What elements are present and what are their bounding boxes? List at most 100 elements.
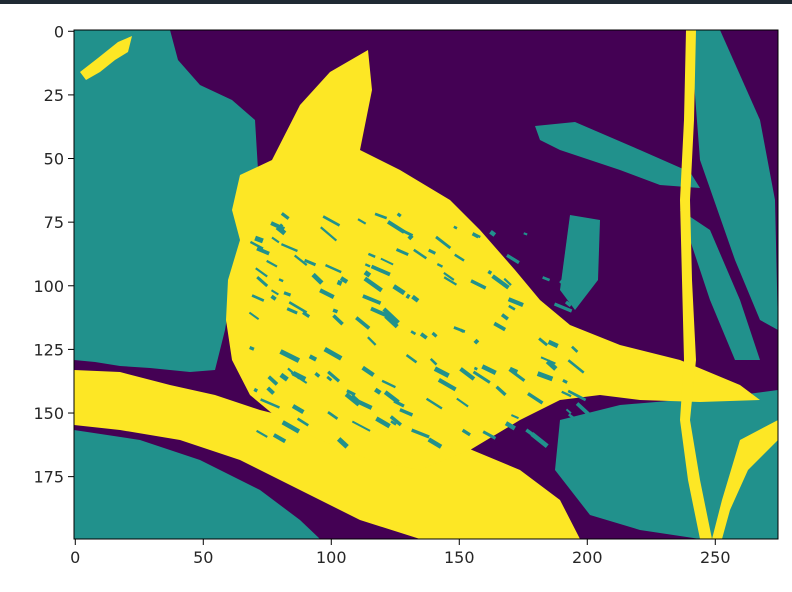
feather-speckle: [346, 389, 356, 397]
feather-speckle: [567, 389, 587, 402]
feather-speckle: [456, 397, 469, 408]
feather-speckle: [266, 386, 275, 395]
feather-speckle: [493, 321, 507, 332]
feather-speckle: [251, 294, 265, 302]
feather-speckle: [375, 416, 391, 429]
feather-speckle: [453, 225, 458, 230]
y-tick-label: 50: [44, 150, 64, 169]
feather-speckle: [392, 284, 406, 296]
x-axis: 0 50 100 150 200 250: [70, 539, 731, 567]
feather-speckle: [367, 252, 376, 258]
feather-speckle: [270, 221, 286, 231]
y-tick-label: 25: [44, 86, 64, 105]
feather-speckle: [553, 302, 573, 313]
feather-speckle: [255, 267, 268, 278]
feather-speckle: [270, 289, 279, 296]
x-tick-label: 100: [316, 548, 347, 567]
feather-speckle: [254, 235, 264, 244]
feather-speckle: [367, 336, 377, 346]
feather-speckle: [327, 410, 339, 420]
y-tick-label: 125: [33, 340, 64, 359]
feather-speckle: [308, 354, 318, 362]
teal-region-lower-left: [74, 430, 320, 539]
feather-speckle: [291, 404, 305, 415]
y-tick-label: 0: [54, 22, 64, 41]
yellow-twig-vertical: [680, 30, 712, 539]
feather-speckle: [443, 272, 455, 281]
feather-speckle: [475, 234, 481, 239]
feather-speckle: [280, 212, 290, 220]
feather-speckle: [256, 429, 268, 438]
feather-speckle: [363, 276, 383, 293]
feather-speckle: [472, 370, 491, 384]
feather-speckle: [571, 345, 579, 353]
teal-region-left-top: [74, 30, 258, 372]
feather-speckle: [405, 354, 418, 364]
feather-speckle: [314, 372, 321, 378]
feather-speckle: [487, 270, 493, 275]
feather-speckle: [283, 291, 292, 297]
feather-speckle: [527, 392, 544, 405]
feather-speckle: [271, 236, 280, 244]
teal-region-mid-leaf: [560, 215, 600, 310]
feather-speckle: [381, 379, 396, 389]
feather-speckle: [270, 294, 277, 301]
feather-speckle: [538, 337, 549, 347]
yellow-twig-top-left: [80, 36, 132, 80]
feather-speckle: [256, 276, 269, 288]
y-tick-label: 75: [44, 213, 64, 232]
feather-speckle: [380, 257, 394, 266]
feather-speckle: [481, 364, 497, 376]
feather-speckle: [504, 421, 516, 431]
teal-region-right-leaf-2: [690, 30, 778, 330]
feather-speckle: [562, 378, 568, 384]
feather-speckle: [272, 433, 287, 444]
feather-speckle: [500, 313, 509, 321]
feather-speckle: [405, 293, 411, 300]
feather-speckle: [540, 356, 556, 365]
window-top-rule: [0, 0, 792, 4]
feather-speckle: [322, 215, 341, 227]
feather-speckle: [433, 366, 450, 378]
feather-speckle: [293, 254, 308, 266]
feather-speckle: [509, 366, 519, 374]
feather-speckle: [428, 248, 437, 255]
feather-speckle: [296, 417, 309, 427]
feather-speckle: [399, 408, 414, 417]
feather-speckle: [564, 300, 572, 308]
feather-speckle: [325, 264, 342, 274]
feather-speckle: [425, 397, 443, 410]
feather-speckle: [351, 420, 371, 432]
x-tick-label: 50: [193, 548, 213, 567]
feather-speckle: [336, 279, 343, 286]
feather-speckle: [461, 428, 471, 437]
feather-speckle: [364, 263, 371, 268]
feather-speckle: [279, 349, 301, 363]
feather-speckle: [436, 263, 444, 268]
feather-speckle: [288, 301, 308, 314]
feather-speckle: [453, 326, 466, 333]
yellow-bird-body: [226, 50, 760, 470]
feather-speckle: [280, 243, 298, 253]
feather-speckle: [506, 253, 520, 265]
feather-speckle: [287, 367, 300, 380]
feather-speckle: [429, 357, 438, 366]
feather-speckle: [389, 415, 402, 427]
feather-speckle: [281, 420, 301, 434]
feather-speckle: [473, 366, 478, 371]
feather-speckle: [374, 387, 382, 395]
feather-speckle: [249, 240, 264, 250]
feather-speckle: [332, 314, 344, 326]
y-axis: 0 25 50 75 100 125 150 175: [33, 22, 74, 487]
feather-speckle: [278, 278, 284, 283]
feather-speckle: [536, 371, 554, 382]
feather-speckle: [507, 297, 524, 308]
teal-region-right-leaf-3: [680, 210, 760, 360]
feather-speckle: [323, 347, 343, 361]
feather-speckle: [491, 274, 510, 290]
feather-speckle: [386, 220, 406, 234]
feather-speckle: [267, 375, 279, 386]
feather-speckle: [413, 248, 428, 260]
y-tick-label: 100: [33, 277, 64, 296]
